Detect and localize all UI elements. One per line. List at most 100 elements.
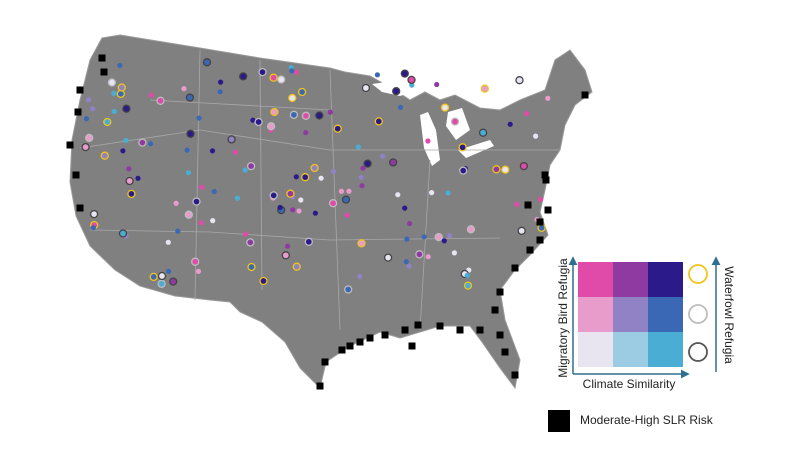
refugia-point: [199, 184, 205, 190]
refugia-point: [434, 81, 440, 88]
refugia-point: [400, 69, 409, 78]
lake-erie: [458, 140, 494, 158]
refugia-point: [402, 205, 408, 211]
refugia-point: [126, 166, 132, 172]
refugia-point: [269, 73, 278, 82]
refugia-point: [85, 133, 94, 143]
refugia-point: [277, 204, 283, 211]
refugia-point: [148, 141, 154, 147]
slr-risk-site: [581, 91, 589, 99]
refugia-point: [227, 135, 236, 144]
slr-risk-site: [436, 322, 444, 330]
refugia-point: [250, 117, 256, 123]
refugia-point: [380, 153, 386, 159]
lake-michigan: [420, 112, 440, 166]
refugia-point: [191, 257, 200, 266]
refugia-point: [464, 272, 470, 278]
refugia-point: [234, 195, 240, 201]
legend-cell: [648, 262, 683, 297]
legend-cell: [613, 262, 648, 297]
slr-risk-site: [511, 371, 519, 379]
refugia-point: [358, 174, 364, 180]
refugia-point: [266, 122, 276, 131]
refugia-point: [357, 273, 363, 279]
right-axis-label: Waterfowl Refugia: [722, 266, 736, 364]
refugia-point: [81, 142, 90, 152]
refugia-point: [301, 111, 311, 120]
legend: Migratory Bird Refugia Climate Similarit…: [548, 256, 736, 432]
refugia-point: [360, 165, 366, 171]
refugia-point: [198, 220, 204, 226]
refugia-point: [304, 237, 313, 246]
slr-risk-site: [541, 171, 549, 179]
slr-risk-site: [72, 171, 80, 179]
refugia-point: [545, 95, 551, 101]
refugia-point: [440, 103, 450, 112]
refugia-point: [258, 67, 267, 77]
refugia-point: [514, 201, 520, 207]
refugia-point: [111, 90, 117, 96]
refugia-point: [492, 165, 501, 174]
refugia-point: [466, 225, 476, 234]
refugia-point: [202, 58, 212, 67]
refugia-point: [186, 129, 195, 138]
refugia-point: [135, 175, 141, 181]
slr-swatch: [548, 410, 570, 432]
legend-cell: [648, 332, 683, 367]
slr-risk-site: [496, 288, 504, 296]
slr-risk-site: [511, 264, 519, 272]
refugia-point: [138, 138, 147, 147]
refugia-point: [196, 115, 202, 121]
refugia-point: [538, 196, 544, 202]
refugia-point: [344, 285, 353, 294]
refugia-points: [66, 54, 589, 390]
refugia-point: [232, 149, 238, 155]
refugia-point: [293, 69, 299, 75]
refugia-point: [90, 225, 96, 231]
refugia-point: [330, 168, 337, 175]
refugia-point: [210, 218, 216, 224]
legend-circle-dark: [688, 342, 708, 362]
refugia-point: [392, 87, 401, 96]
refugia-point: [312, 210, 318, 216]
slr-risk-site: [366, 334, 374, 342]
refugia-point: [338, 188, 344, 194]
refugia-point: [310, 163, 319, 173]
refugia-point: [298, 197, 304, 203]
refugia-point: [450, 117, 460, 126]
legend-cell: [578, 262, 613, 297]
slr-risk-site: [66, 141, 74, 149]
slr-risk-site: [491, 306, 499, 314]
slr-risk-site: [74, 108, 82, 116]
refugia-point: [117, 62, 123, 69]
refugia-point: [425, 254, 431, 260]
refugia-point: [297, 87, 307, 97]
refugia-point: [288, 93, 297, 103]
refugia-point: [192, 197, 201, 206]
refugia-point: [289, 68, 295, 74]
refugia-point: [239, 72, 248, 81]
refugia-point: [425, 138, 431, 144]
slr-risk-site: [381, 331, 389, 339]
refugia-point: [254, 117, 263, 127]
refugia-point: [357, 239, 366, 248]
refugia-point: [165, 239, 171, 245]
legend-circle-yellow: [688, 264, 708, 284]
slr-risk-site: [401, 326, 409, 334]
slr-risk-site: [496, 331, 504, 339]
refugia-point: [463, 281, 473, 290]
slr-label: Moderate-High SLR Risk: [580, 413, 714, 427]
refugia-point: [185, 170, 192, 176]
refugia-point: [403, 259, 409, 265]
refugia-point: [217, 89, 223, 95]
refugia-point: [173, 200, 179, 206]
slr-risk-site: [536, 218, 544, 226]
refugia-point: [149, 272, 158, 282]
refugia-point: [447, 233, 453, 239]
refugia-point: [195, 268, 202, 274]
refugia-point: [243, 231, 249, 237]
refugia-point: [118, 229, 128, 238]
refugia-point: [458, 143, 467, 152]
refugia-point: [478, 128, 488, 137]
refugia-point: [404, 236, 410, 242]
